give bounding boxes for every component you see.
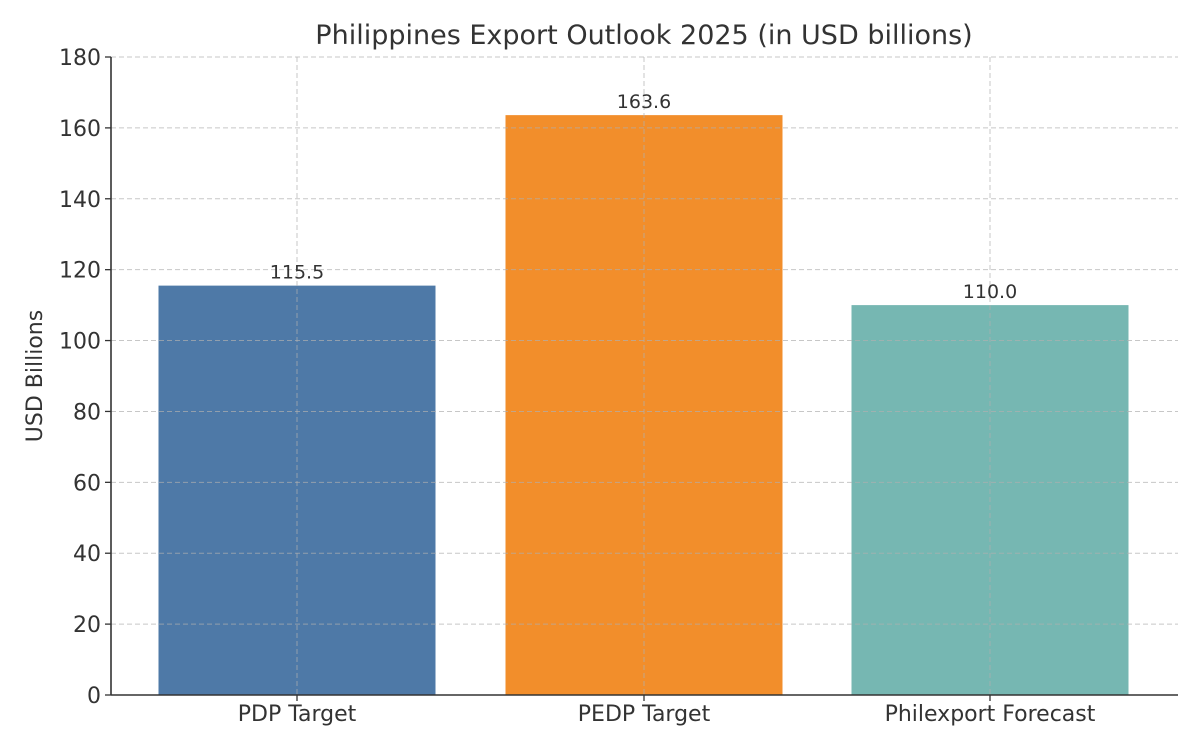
data-label-1: 163.6 bbox=[617, 91, 671, 113]
x-tick-label-0: PDP Target bbox=[238, 702, 357, 727]
x-tick-label-1: PEDP Target bbox=[578, 702, 711, 727]
data-label-0: 115.5 bbox=[270, 262, 324, 284]
y-tick-label-8: 160 bbox=[59, 117, 101, 142]
y-tick-label-1: 20 bbox=[73, 613, 101, 638]
y-axis-label: USD Billions bbox=[23, 310, 48, 442]
y-tick-label-9: 180 bbox=[59, 46, 101, 71]
y-tick-label-5: 100 bbox=[59, 330, 101, 355]
y-tick-label-2: 40 bbox=[73, 542, 101, 567]
data-label-2: 110.0 bbox=[963, 281, 1017, 303]
y-tick-label-3: 60 bbox=[73, 471, 101, 496]
y-tick-label-4: 80 bbox=[73, 400, 101, 425]
y-tick-label-7: 140 bbox=[59, 188, 101, 213]
x-tick-label-2: Philexport Forecast bbox=[885, 702, 1096, 727]
y-tick-label-6: 120 bbox=[59, 259, 101, 284]
chart-title: Philippines Export Outlook 2025 (in USD … bbox=[315, 20, 972, 51]
y-tick-label-0: 0 bbox=[87, 684, 101, 709]
